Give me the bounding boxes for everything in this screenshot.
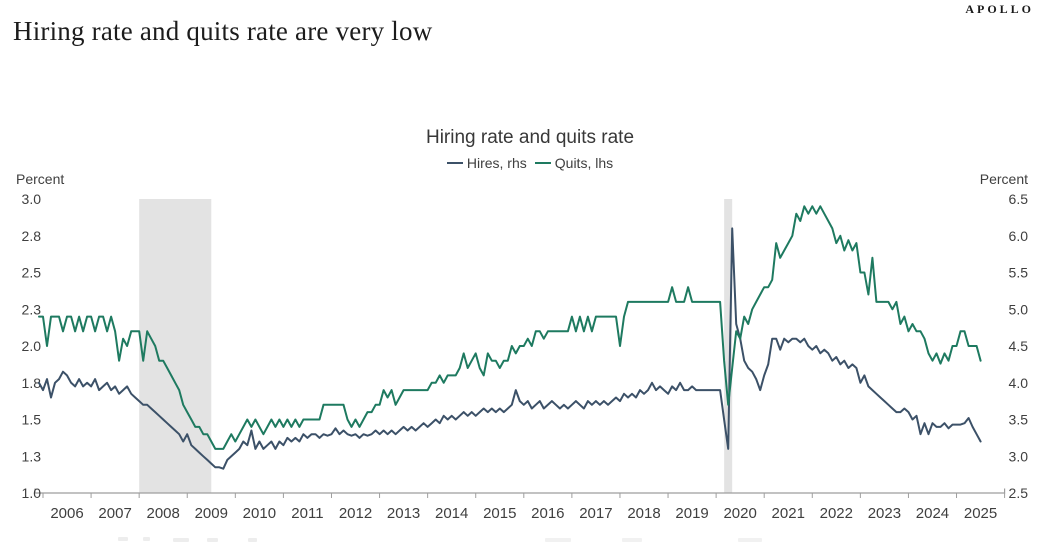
x-axis-line [34, 488, 1006, 494]
right-axis-tick-label: 5.0 [1009, 301, 1029, 317]
right-axis-unit-label: Percent [979, 171, 1028, 187]
recession-band [724, 199, 733, 493]
x-axis-year-label: 2022 [820, 505, 853, 522]
x-axis-year-label: 2024 [916, 505, 949, 522]
legend-label: Quits, lhs [554, 155, 614, 171]
legend-item: Hires, rhs [446, 155, 527, 171]
right-axis-tick-label: 6.0 [1009, 228, 1029, 244]
x-axis-year-label: 2014 [435, 505, 468, 522]
left-axis-tick-label: 2.0 [22, 338, 42, 354]
legend-item: Quits, lhs [534, 155, 614, 171]
x-axis-year-label: 2023 [868, 505, 901, 522]
right-axis-tick-label: 4.5 [1009, 338, 1029, 354]
left-axis-tick-label: 2.8 [22, 228, 42, 244]
right-axis-tick-label: 5.5 [1009, 265, 1029, 281]
left-axis-tick-label: 1.5 [22, 412, 42, 428]
x-axis-year-label: 2017 [579, 505, 612, 522]
recession-band [139, 199, 212, 493]
x-axis-year-label: 2007 [98, 505, 131, 522]
x-axis-year-label: 2018 [627, 505, 660, 522]
chart-title: Hiring rate and quits rate [425, 127, 635, 148]
x-axis-year-label: 2025 [964, 505, 997, 522]
x-axis-year-label: 2016 [531, 505, 564, 522]
x-axis-year-label: 2019 [675, 505, 708, 522]
chart-legend: Hires, rhs Quits, lhs [35, 155, 1025, 171]
x-axis-year-label: 2013 [387, 505, 420, 522]
left-axis-tick-label: 3.0 [22, 191, 42, 207]
left-axis-tick-label: 1.0 [22, 485, 42, 501]
left-axis-tick-label: 2.5 [22, 265, 42, 281]
left-axis-tick-label: 2.3 [22, 301, 42, 317]
x-axis-year-label: 2021 [772, 505, 805, 522]
left-axis-tick-label: 1.3 [22, 448, 42, 464]
left-axis-tick-label: 1.8 [22, 375, 42, 391]
hires-line [38, 227, 982, 470]
right-axis-tick-label: 3.0 [1009, 448, 1029, 464]
x-axis-year-label: 2010 [243, 505, 276, 522]
x-axis-year-label: 2006 [50, 505, 83, 522]
right-axis-tick-label: 6.5 [1009, 191, 1029, 207]
x-axis-year-label: 2020 [723, 505, 756, 522]
x-axis-year-label: 2012 [339, 505, 372, 522]
legend-line-swatch [446, 161, 463, 165]
right-axis-tick-label: 4.0 [1009, 375, 1029, 391]
legend-label: Hires, rhs [466, 155, 527, 171]
left-axis-unit-label: Percent [16, 171, 65, 187]
x-axis-year-label: 2015 [483, 505, 516, 522]
quits-line [38, 205, 982, 450]
right-axis-tick-label: 3.5 [1009, 412, 1029, 428]
right-axis-tick-label: 2.5 [1009, 485, 1029, 501]
x-axis-year-label: 2009 [195, 505, 228, 522]
x-axis-year-label: 2008 [147, 505, 180, 522]
legend-line-swatch [534, 161, 551, 165]
page-title: Hiring rate and quits rate are very low [13, 16, 433, 46]
apollo-logo: APOLLO [965, 2, 1034, 16]
x-axis-year-label: 2011 [291, 505, 323, 522]
